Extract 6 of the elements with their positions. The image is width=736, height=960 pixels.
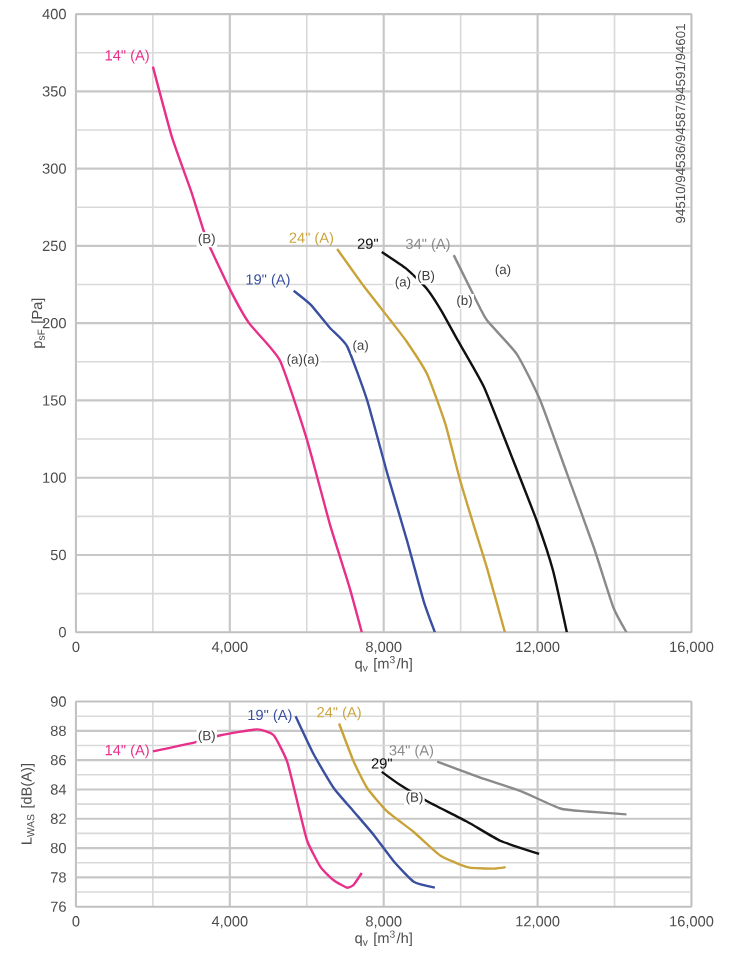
line-series [338, 722, 508, 870]
line-series [452, 253, 628, 633]
line-series [380, 250, 569, 633]
line-series [380, 770, 541, 856]
line-series [151, 728, 364, 889]
line-series [436, 760, 628, 816]
